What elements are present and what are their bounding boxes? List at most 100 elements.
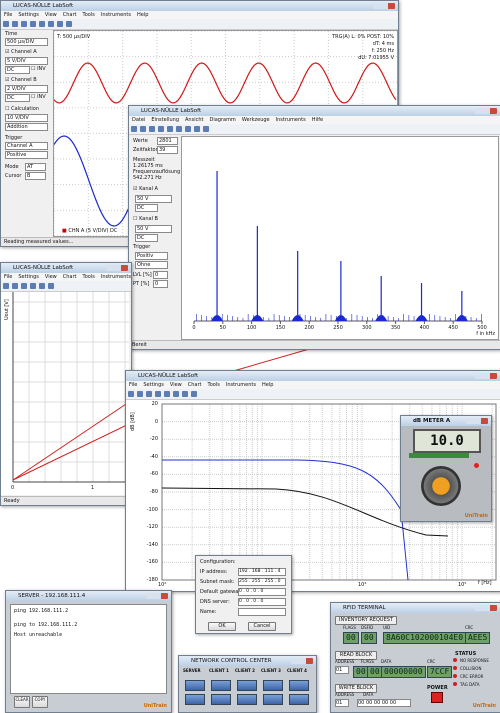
dropdown[interactable]: Channel A (5, 142, 48, 150)
dial[interactable] (421, 466, 461, 506)
ip-input[interactable] (238, 608, 286, 616)
menu-item[interactable]: Help (136, 12, 149, 18)
menu-item[interactable]: File (4, 12, 13, 18)
data-input[interactable]: 00 00 00 00 00 (357, 699, 411, 707)
menu-item[interactable]: Einstellung (151, 117, 179, 123)
dropdown[interactable]: DC (135, 204, 158, 212)
lcd-value: 00000000 (381, 666, 426, 678)
clear-button[interactable]: CLEAR (14, 696, 30, 708)
dropdown[interactable]: Ohne (135, 261, 168, 269)
station-button[interactable] (185, 680, 205, 691)
menu-item[interactable]: Help (261, 382, 274, 388)
station-button[interactable] (263, 680, 283, 691)
menu-item[interactable]: Chart (187, 382, 202, 388)
y-tick-label: -60 (149, 471, 158, 478)
readout: TRG(A) L: 0% POST: 10% (332, 34, 394, 40)
checkbox[interactable]: ☑ Channel B (5, 77, 37, 83)
read-button[interactable]: READ BLOCK (335, 651, 377, 660)
menu-item[interactable]: File (129, 382, 138, 388)
station-button[interactable] (211, 680, 231, 691)
dropdown[interactable]: Addition (5, 123, 48, 131)
ip-input[interactable]: 192 . 168 . 111 . 4 (238, 568, 286, 576)
station-button[interactable] (289, 694, 309, 705)
dropdown[interactable]: 5 V/DIV (5, 57, 48, 65)
dropdown[interactable]: Positive (5, 151, 48, 159)
station-button[interactable] (211, 694, 231, 705)
station-button[interactable] (263, 694, 283, 705)
address-input[interactable]: 01 (335, 699, 349, 707)
peak-base (291, 315, 304, 321)
menu-item[interactable]: Tools (207, 382, 220, 388)
status-bar: Ready (1, 496, 131, 505)
column-head: DATA (381, 659, 392, 664)
menu-item[interactable]: Settings (143, 382, 164, 388)
menu-item[interactable]: Tools (82, 12, 95, 18)
x-axis-label: f [Hz] (478, 580, 492, 586)
menu-item[interactable]: Ansicht (185, 117, 204, 123)
checkbox[interactable]: ☑ Channel A (5, 49, 37, 55)
dropdown[interactable]: DC (5, 66, 30, 74)
dropdown[interactable]: 500 µs/DIV (5, 38, 48, 46)
checkbox[interactable]: ☐ Kanal B (133, 216, 158, 222)
menu-item[interactable]: Instruments (100, 274, 131, 280)
label: Kanal B (139, 216, 158, 222)
cancel-button[interactable]: Cancel (248, 622, 276, 631)
dropdown[interactable]: Positiv (135, 252, 168, 260)
input[interactable]: 39 (157, 146, 178, 154)
station-button[interactable] (289, 680, 309, 691)
input[interactable]: 0 (153, 271, 168, 279)
checkbox[interactable]: ☐ Calculation (5, 106, 39, 112)
power-button[interactable] (431, 692, 443, 703)
menu-item[interactable]: View (169, 382, 182, 388)
x-tick-label: 1 (91, 485, 95, 491)
station-button[interactable] (185, 694, 205, 705)
dropdown[interactable]: B (25, 172, 46, 180)
peak-base (211, 315, 224, 321)
menu-item[interactable]: File (4, 274, 13, 280)
menu-item[interactable]: Instruments (275, 117, 306, 123)
write-button[interactable]: WRITE BLOCK (335, 684, 377, 693)
station-button[interactable] (237, 694, 257, 705)
menu-item[interactable]: Instruments (100, 12, 131, 18)
status-title: STATUS (455, 651, 477, 657)
dropdown[interactable]: AT (25, 163, 46, 171)
dropdown[interactable]: 50 V (135, 225, 172, 233)
menu-item[interactable]: View (44, 274, 57, 280)
ip-input[interactable]: 255 . 255 . 255 . 0 (238, 578, 286, 586)
copy-button[interactable]: COPY (32, 696, 48, 708)
status-led (453, 658, 457, 662)
menu-item[interactable]: Datei (132, 117, 146, 123)
checkbox[interactable]: ☐ INV (31, 66, 46, 72)
menu-item[interactable]: Diagramm (209, 117, 236, 123)
dropdown[interactable]: 10 V/DIV (5, 114, 48, 122)
menu-item[interactable]: Hilfe (311, 117, 324, 123)
ok-button[interactable]: OK (208, 622, 236, 631)
address-input[interactable]: 01 (335, 666, 349, 674)
y-tick-label: -40 (149, 453, 158, 460)
menu-item[interactable]: View (44, 12, 57, 18)
field-label: DNS server: (200, 599, 230, 605)
menu-item[interactable]: Instruments (225, 382, 256, 388)
dropdown[interactable]: 2 V/DIV (5, 85, 48, 93)
column-head: FLAGS (343, 625, 356, 630)
inventory-button[interactable]: INVENTORY REQUEST (335, 616, 397, 625)
input[interactable]: 0 (153, 280, 168, 288)
menu-item[interactable]: Tools (82, 274, 95, 280)
menu-item[interactable]: Chart (62, 274, 77, 280)
ip-input[interactable]: 0 . 0 . 0 . 0 (238, 598, 286, 606)
dropdown[interactable]: DC (5, 94, 30, 102)
status-label: TAG DATA (460, 681, 480, 687)
y-tick-label: -120 (146, 524, 158, 531)
input[interactable]: 2801 (157, 137, 178, 145)
dropdown[interactable]: 50 V (135, 195, 172, 203)
station-button[interactable] (237, 680, 257, 691)
menu-item[interactable]: Settings (18, 12, 39, 18)
ip-input[interactable]: 0 . 0 . 0 . 0 (238, 588, 286, 596)
checkbox[interactable]: ☐ INV (31, 94, 46, 100)
dropdown[interactable]: DC (135, 234, 158, 242)
menu-item[interactable]: Werkzeuge (241, 117, 270, 123)
title: LUCAS-NÜLLE LabSoft (126, 371, 500, 381)
menu-item[interactable]: Settings (18, 274, 39, 280)
menu-item[interactable]: Chart (62, 12, 77, 18)
checkbox[interactable]: ☑ Kanal A (133, 186, 158, 192)
